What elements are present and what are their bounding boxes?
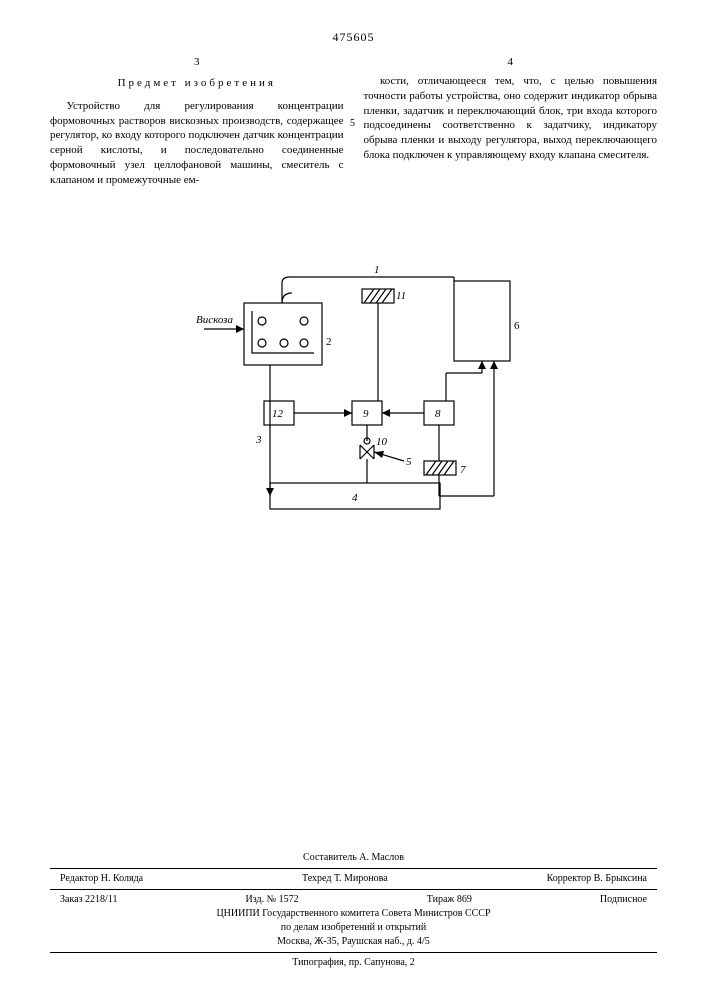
- left-column: 3 Предмет изобретения Устройство для рег…: [50, 55, 344, 188]
- label-8: 8: [435, 408, 441, 420]
- label-1: 1: [374, 264, 380, 276]
- order: Заказ 2218/11: [60, 893, 117, 907]
- editor: Редактор Н. Коляда: [60, 872, 143, 886]
- left-col-num: 3: [50, 55, 344, 70]
- diagram-container: 2 Вискоза 6 1 11: [50, 228, 657, 538]
- addr: Москва, Ж-35, Раушская наб., д. 4/5: [50, 935, 657, 949]
- left-text: Устройство для регулирования концентраци…: [50, 99, 344, 188]
- compiler: Составитель А. Маслов: [50, 851, 657, 865]
- right-column: 4 кости, отличающееся тем, что, с целью …: [364, 55, 658, 188]
- label-7: 7: [460, 464, 466, 476]
- right-col-num: 4: [364, 55, 658, 70]
- label-6: 6: [514, 320, 520, 332]
- typography: Типография, пр. Сапунова, 2: [50, 956, 657, 970]
- label-4: 4: [352, 492, 358, 504]
- org2: по делам изобретений и открытий: [50, 921, 657, 935]
- line-number-5: 5: [350, 118, 355, 129]
- circuit-diagram: 2 Вискоза 6 1 11: [174, 228, 534, 538]
- podpisnoe: Подписное: [600, 893, 647, 907]
- izd: Изд. № 1572: [246, 893, 299, 907]
- label-viscose: Вискоза: [196, 314, 233, 326]
- subject-title: Предмет изобретения: [50, 76, 344, 91]
- label-9: 9: [363, 408, 369, 420]
- label-5: 5: [406, 456, 412, 468]
- corrector: Корректор В. Брыксина: [547, 872, 647, 886]
- right-text: кости, отличающееся тем, что, с целью по…: [364, 74, 658, 163]
- label-10: 10: [376, 436, 388, 448]
- techred: Техред Т. Миронова: [302, 872, 388, 886]
- label-2: 2: [326, 336, 332, 348]
- footer: Составитель А. Маслов Редактор Н. Коляда…: [50, 851, 657, 970]
- tirazh: Тираж 869: [427, 893, 472, 907]
- label-3: 3: [255, 434, 262, 446]
- label-12: 12: [272, 408, 284, 420]
- org1: ЦНИИПИ Государственного комитета Совета …: [50, 907, 657, 921]
- patent-number: 475605: [50, 30, 657, 45]
- label-11: 11: [396, 290, 406, 302]
